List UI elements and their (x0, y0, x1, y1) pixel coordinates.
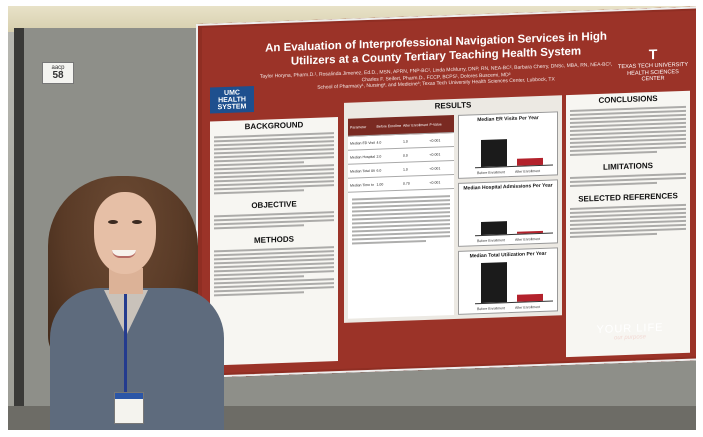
table-cell: <0.001 (429, 151, 441, 157)
table-cell: 0.0 (403, 153, 408, 158)
table-cell: 2.0 (376, 154, 382, 159)
presenter-face (94, 192, 156, 274)
right-column: CONCLUSIONS LIMITATIONS SELECTED REFEREN… (566, 90, 690, 358)
chart-title: Median Total Utilization Per Year (469, 250, 547, 260)
presenter-smile (112, 250, 136, 258)
chart-total-utilization: Median Total Utilization Per Year Before… (458, 247, 558, 315)
chart-hospital-admissions: Median Hospital Admissions Per Year Befo… (458, 179, 558, 247)
results-table: Parameter Before Enrollment After Enroll… (348, 114, 454, 319)
bar-before (481, 139, 507, 168)
bar-label-before: Before Enrollment (477, 238, 506, 244)
conclusions-text (566, 105, 690, 156)
table-cell: Median ED Visits (350, 140, 375, 146)
limitations-text (566, 172, 690, 187)
table-cell: Median Time to First Follow-up (350, 182, 375, 188)
bar-label-after: After Enrollment (515, 236, 541, 242)
background-text (210, 132, 338, 195)
bar-before (481, 220, 507, 236)
table-cell: 4.0 (376, 140, 382, 145)
chart-er-visits: Median ER Visits Per Year Before Enrollm… (458, 111, 558, 179)
objective-text (210, 211, 338, 230)
bar-label-before: Before Enrollment (477, 170, 506, 176)
table-cell: 1.00 (376, 181, 384, 187)
booth-number: 58 (52, 69, 64, 81)
bar-before (481, 262, 507, 304)
table-cell: 1.0 (403, 167, 408, 172)
umc-logo: UMC HEALTH SYSTEM (210, 85, 254, 114)
table-row: Median Time to First Follow-up 1.00 0.70… (348, 174, 454, 193)
ttuhsc-logo: T TEXAS TECH UNIVERSITY HEALTH SCIENCES … (616, 45, 690, 84)
bottom-margin (0, 430, 703, 437)
chart-title: Median ER Visits Per Year (477, 115, 539, 124)
demographics-table (348, 195, 454, 245)
table-cell: <0.001 (429, 137, 441, 143)
ttuhsc-name: TEXAS TECH UNIVERSITY HEALTH SCIENCES CE… (617, 61, 689, 83)
table-cell: Median Hospital Admissions (350, 154, 375, 160)
bar-label-after: After Enrollment (515, 304, 541, 310)
table-cell: 1.0 (403, 139, 408, 144)
research-poster: UMC HEALTH SYSTEM An Evaluation of Inter… (196, 6, 696, 379)
presenter-eye-left (108, 220, 118, 224)
board-frame (14, 28, 24, 430)
booth-number-tag: aacp 58 (42, 62, 74, 84)
chart-title: Median Hospital Admissions Per Year (463, 182, 553, 192)
booth-code: aacp (51, 64, 65, 71)
bar-label-before: Before Enrollment (477, 306, 506, 312)
table-cell: <0.001 (429, 179, 441, 185)
photo-scene: aacp 58 UMC HEALTH SYSTEM An Evaluation … (8, 6, 696, 430)
table-cell: 0.70 (403, 181, 410, 186)
table-cell: <0.001 (429, 165, 441, 171)
table-cell: 6.0 (376, 168, 382, 173)
results-panel: RESULTS Parameter Before Enrollment Afte… (344, 95, 562, 323)
table-header-cell: After Enrollment (403, 122, 428, 128)
table-cell: Median Total Utilization (350, 168, 375, 174)
methods-text (210, 246, 338, 297)
table-header-cell: Parameter (350, 124, 367, 130)
table-header-cell: Before Enrollment (376, 123, 402, 129)
left-column: BACKGROUND OBJECTIVE METHODS (210, 117, 338, 366)
name-badge (114, 392, 144, 424)
presenter-eye-right (132, 220, 142, 224)
table-header-cell: P-Value (429, 121, 442, 127)
bar-label-after: After Enrollment (515, 168, 541, 174)
your-life-logo: YOUR LIFE our purpose (576, 321, 684, 343)
lanyard (124, 294, 127, 394)
references-text (566, 203, 690, 238)
